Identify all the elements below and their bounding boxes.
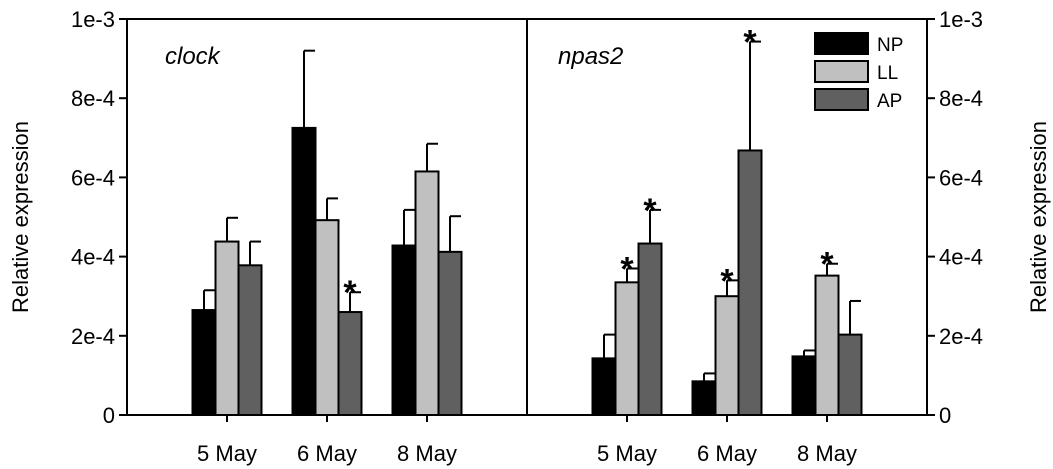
legend-label-np: NP [877, 35, 903, 56]
x-tick-label: 5 May [197, 441, 257, 466]
bar-ap [237, 264, 263, 417]
x-tick-label: 6 May [697, 441, 757, 466]
y-tick-label-left: 4e-4 [71, 245, 115, 270]
legend-label-ll: LL [877, 63, 898, 84]
significance-marker: * [343, 274, 357, 312]
y-tick-label-left: 1e-3 [71, 7, 115, 32]
bars-layer: ****** [191, 24, 863, 417]
bar-np [691, 380, 717, 416]
y-tick-label-right: 0 [939, 403, 951, 428]
y-tick-label-left: 6e-4 [71, 165, 115, 190]
legend: NP LL AP [814, 32, 903, 112]
bar-ap [837, 333, 863, 416]
bar-ll [714, 295, 740, 417]
bar-ap [737, 149, 763, 417]
panel-title-npas2: npas2 [558, 43, 623, 70]
legend-swatch-ll [814, 60, 869, 83]
bar-ll [614, 281, 640, 416]
left-y-axis: 0 2e-4 4e-4 6e-4 8e-4 1e-3 [71, 7, 127, 428]
x-tick-label: 8 May [797, 441, 857, 466]
significance-marker: * [620, 250, 634, 288]
significance-marker: * [743, 24, 757, 62]
y-tick-label-right: 1e-3 [939, 7, 983, 32]
significance-marker: * [643, 192, 657, 230]
x-tick-label: 8 May [397, 441, 457, 466]
bar-np [391, 244, 417, 416]
bar-ll [214, 240, 240, 416]
y-tick-label-right: 8e-4 [939, 86, 983, 111]
bar-ll [814, 274, 840, 416]
y-tick-label-left: 0 [103, 403, 115, 428]
plot-frame [126, 18, 928, 416]
y-tick-label-right: 6e-4 [939, 165, 983, 190]
x-axis-labels: 5 May 6 May 8 May 5 May 6 May 8 May [197, 415, 857, 466]
bar-np [791, 355, 817, 416]
bar-ll [414, 170, 440, 416]
x-tick-label: 5 May [597, 441, 657, 466]
bar-ap [337, 311, 363, 417]
y-tick-label-right: 4e-4 [939, 245, 983, 270]
y-tick-label-right: 2e-4 [939, 324, 983, 349]
legend-label-ap: AP [877, 91, 902, 112]
panel-title-clock: clock [165, 43, 222, 70]
bar-np [591, 357, 617, 417]
left-y-axis-label: Relative expression [8, 121, 33, 313]
right-y-axis: 0 2e-4 4e-4 6e-4 8e-4 1e-3 [927, 7, 983, 428]
bar-np [191, 309, 217, 416]
y-tick-label-left: 2e-4 [71, 324, 115, 349]
bar-np [291, 126, 317, 417]
legend-swatch-ap [814, 88, 869, 111]
bar-ap [637, 242, 663, 416]
y-tick-label-left: 8e-4 [71, 86, 115, 111]
significance-marker: * [720, 262, 734, 300]
right-y-axis-label: Relative expression [1026, 121, 1051, 313]
bar-ap [437, 250, 463, 416]
legend-swatch-np [814, 32, 869, 55]
bar-ll [314, 219, 340, 416]
significance-marker: * [820, 246, 834, 284]
x-tick-label: 6 May [297, 441, 357, 466]
